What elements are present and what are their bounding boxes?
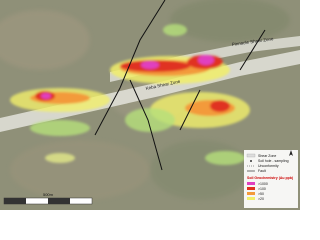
geochem-anomalies bbox=[10, 24, 250, 165]
map-label: Pinnacle Shear Zone bbox=[231, 36, 274, 47]
scale-bar-segment bbox=[4, 198, 26, 204]
faults bbox=[94, 0, 266, 171]
legend: Shear Zone Soil hole - sampling Unconfor… bbox=[244, 150, 298, 208]
legend-class: >1000 bbox=[258, 182, 268, 186]
legend-swatch bbox=[247, 192, 255, 195]
legend-swatch bbox=[247, 197, 255, 200]
legend-swatch bbox=[250, 160, 252, 162]
legend-swatch bbox=[246, 153, 256, 158]
north-arrow bbox=[289, 150, 293, 156]
legend-item: Soil hole - sampling bbox=[258, 159, 289, 163]
scale-label: 500m bbox=[43, 192, 54, 197]
legend-class: >100 bbox=[258, 187, 266, 191]
legend-class: >20 bbox=[258, 197, 264, 201]
legend-item: Shear Zone bbox=[258, 154, 276, 158]
map: Pinnacle Shear Zone Keba Shear Zone 500m… bbox=[0, 0, 300, 210]
legend-class: >50 bbox=[258, 192, 264, 196]
legend-swatch bbox=[247, 182, 255, 185]
legend-item: Fault bbox=[258, 169, 266, 173]
legend-title: Soil Geochemistry (Au ppb) bbox=[247, 176, 293, 180]
legend-swatch bbox=[247, 187, 255, 190]
page: Pinnacle Shear Zone Keba Shear Zone 500m… bbox=[0, 0, 300, 210]
legend-item: Unconformity bbox=[258, 164, 279, 168]
scale-bar-segment bbox=[48, 198, 70, 204]
